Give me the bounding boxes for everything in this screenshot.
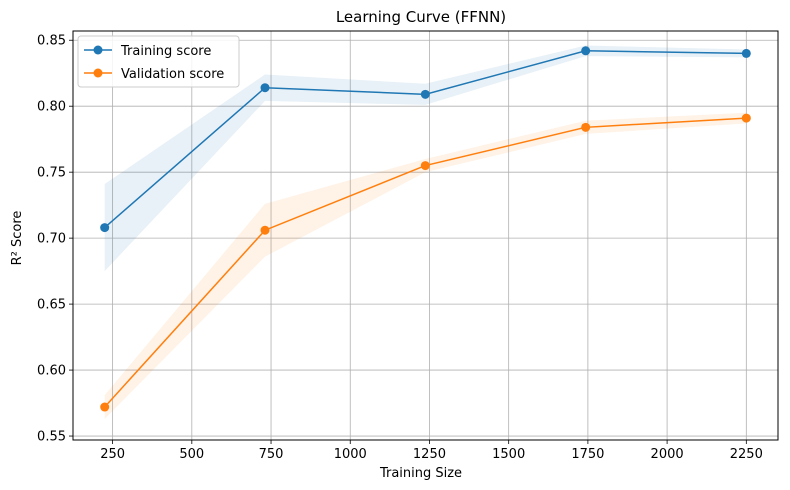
legend-marker-training [93,45,103,55]
x-tick-label: 2000 [651,447,684,462]
x-tick-label: 1000 [334,447,367,462]
training-score-point [100,223,110,233]
validation-score-point [100,402,110,412]
y-tick-label: 0.80 [37,100,66,115]
plot-frame [72,30,779,441]
training-score-point [260,83,270,93]
x-axis-label: Training Size [379,466,462,481]
legend: Training score Validation score [77,35,240,88]
legend-marker-validation [93,68,103,78]
chart-title: Learning Curve (FFNN) [336,8,506,26]
grid [73,31,778,440]
axis-ticks: 250 500 750 1000 1250 1500 1750 2000 2250 0.55 0.6… [37,34,763,462]
y-tick-label: 0.70 [37,232,66,247]
x-tick-label: 1750 [571,447,604,462]
x-tick-label: 250 [100,447,125,462]
x-tick-label: 1500 [492,447,525,462]
legend-box [77,35,240,88]
training-score-point [741,48,751,58]
validation-score-point [420,161,430,171]
x-tick-label: 500 [179,447,204,462]
validation-score-point [581,122,591,132]
confidence-bands [104,45,747,419]
validation-score-point [741,113,751,123]
y-tick-label: 0.75 [37,166,66,181]
y-tick-label: 0.65 [37,298,66,313]
training-score-point [581,46,591,56]
x-tick-label: 2250 [730,447,763,462]
x-tick-label: 1250 [413,447,446,462]
x-tick-label: 750 [259,447,284,462]
training-score-point [420,89,430,99]
y-tick-label: 0.55 [37,430,66,445]
y-tick-label: 0.85 [37,34,66,49]
y-axis-label: R² Score [10,211,25,266]
legend-label-training: Training score [120,44,211,59]
series-lines [100,46,751,412]
legend-label-validation: Validation score [121,67,224,82]
y-tick-label: 0.60 [37,364,66,379]
validation-score-point [260,225,270,235]
